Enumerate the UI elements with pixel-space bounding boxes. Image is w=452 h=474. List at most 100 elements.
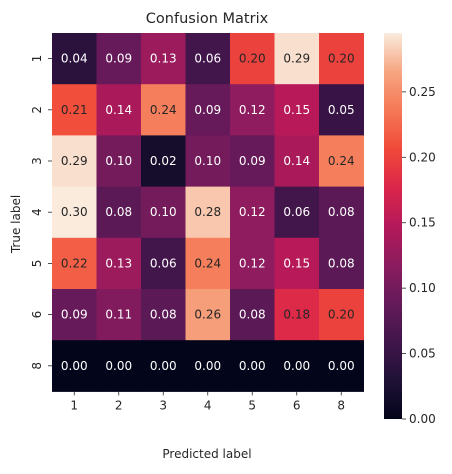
heatmap-cell bbox=[96, 186, 142, 239]
heatmap-cell bbox=[185, 33, 231, 85]
heatmap-cell bbox=[230, 84, 275, 136]
heatmap-cell bbox=[230, 237, 275, 290]
heatmap-cell bbox=[230, 135, 275, 188]
heatmap-cell bbox=[52, 135, 97, 188]
colorbar-tick-label: 0.10 bbox=[409, 281, 436, 295]
heatmap-cell bbox=[52, 237, 97, 290]
cell-value-label: 0.18 bbox=[283, 308, 310, 322]
heatmap-cell bbox=[185, 186, 231, 239]
heatmap-cell bbox=[141, 340, 186, 392]
y-tick-label: 4 bbox=[30, 208, 44, 216]
cell-value-label: 0.08 bbox=[150, 308, 177, 322]
heatmap-cell bbox=[319, 237, 364, 290]
heatmap-cell bbox=[319, 84, 364, 136]
cell-value-label: 0.06 bbox=[283, 205, 310, 219]
cell-value-label: 0.05 bbox=[328, 103, 355, 117]
cell-value-label: 0.09 bbox=[239, 154, 266, 168]
heatmap-cell bbox=[319, 186, 364, 239]
cell-value-label: 0.06 bbox=[194, 52, 221, 66]
cell-value-label: 0.26 bbox=[194, 308, 221, 322]
cell-value-label: 0.14 bbox=[105, 103, 132, 117]
x-tick-label: 8 bbox=[337, 398, 345, 412]
cell-value-label: 0.10 bbox=[194, 154, 221, 168]
colorbar-tick-label: 0.25 bbox=[409, 85, 436, 99]
y-axis-ticks: 1 2 3 4 5 6 8 bbox=[30, 55, 52, 370]
heatmap-cell bbox=[274, 289, 320, 341]
cell-value-label: 0.21 bbox=[61, 103, 88, 117]
heatmap-cells: 0.04 0.09 0.13 0.06 0.20 0.29 0.20 0.21 0.14 0.24… bbox=[52, 33, 364, 392]
cell-value-label: 0.04 bbox=[61, 52, 88, 66]
cell-value-label: 0.00 bbox=[105, 359, 132, 373]
cell-value-label: 0.02 bbox=[150, 154, 177, 168]
cell-value-label: 0.08 bbox=[105, 205, 132, 219]
cell-value-label: 0.09 bbox=[61, 308, 88, 322]
heatmap-cell bbox=[141, 237, 186, 290]
colorbar-ticks: 0.00 0.05 0.10 0.15 0.20 0.25 bbox=[402, 85, 436, 426]
heatmap-cell bbox=[96, 237, 142, 290]
cell-value-label: 0.20 bbox=[239, 52, 266, 66]
heatmap-cell bbox=[141, 135, 186, 188]
y-axis-label: True label bbox=[9, 195, 23, 254]
y-tick-label: 8 bbox=[30, 362, 44, 370]
cell-value-label: 0.29 bbox=[61, 154, 88, 168]
heatmap-cell bbox=[185, 135, 231, 188]
x-tick-label: 6 bbox=[293, 398, 301, 412]
cell-value-label: 0.10 bbox=[105, 154, 132, 168]
heatmap-cell bbox=[185, 84, 231, 136]
heatmap-cell bbox=[96, 340, 142, 392]
heatmap-cell bbox=[141, 33, 186, 85]
cell-value-label: 0.00 bbox=[61, 359, 88, 373]
cell-value-label: 0.30 bbox=[61, 205, 88, 219]
heatmap-cell bbox=[52, 340, 97, 392]
heatmap-cell bbox=[274, 186, 320, 239]
cell-value-label: 0.15 bbox=[283, 256, 310, 270]
cell-value-label: 0.29 bbox=[283, 52, 310, 66]
heatmap-cell bbox=[274, 340, 320, 392]
cell-value-label: 0.08 bbox=[328, 256, 355, 270]
colorbar-tick-label: 0.15 bbox=[409, 216, 436, 230]
y-tick-label: 6 bbox=[30, 311, 44, 319]
cell-value-label: 0.09 bbox=[105, 52, 132, 66]
x-tick-label: 4 bbox=[204, 398, 212, 412]
heatmap-cell bbox=[319, 135, 364, 188]
heatmap-cell bbox=[96, 289, 142, 341]
x-tick-label: 3 bbox=[159, 398, 167, 412]
colorbar-tick-label: 0.20 bbox=[409, 150, 436, 164]
heatmap-cell bbox=[230, 340, 275, 392]
cell-value-label: 0.00 bbox=[328, 359, 355, 373]
cell-value-label: 0.10 bbox=[150, 205, 177, 219]
colorbar-tick-label: 0.00 bbox=[409, 412, 436, 426]
y-tick-label: 5 bbox=[30, 260, 44, 268]
x-axis-label: Predicted label bbox=[162, 447, 251, 461]
heatmap-cell bbox=[230, 186, 275, 239]
colorbar-gradient bbox=[384, 33, 402, 419]
heatmap-cell bbox=[319, 289, 364, 341]
cell-value-label: 0.11 bbox=[105, 308, 132, 322]
heatmap-cell bbox=[274, 33, 320, 85]
heatmap-cell bbox=[52, 33, 97, 85]
cell-value-label: 0.00 bbox=[150, 359, 177, 373]
heatmap-cell bbox=[274, 84, 320, 136]
x-axis-ticks: 1 2 3 4 5 6 8 bbox=[70, 391, 345, 412]
heatmap-cell bbox=[52, 84, 97, 136]
cell-value-label: 0.28 bbox=[194, 205, 221, 219]
cell-value-label: 0.12 bbox=[239, 256, 266, 270]
cell-value-label: 0.14 bbox=[283, 154, 310, 168]
heatmap-cell bbox=[96, 33, 142, 85]
cell-value-label: 0.22 bbox=[61, 256, 88, 270]
heatmap-cell bbox=[230, 289, 275, 341]
heatmap-cell bbox=[52, 186, 97, 239]
y-tick-label: 2 bbox=[30, 106, 44, 114]
heatmap-cell bbox=[274, 237, 320, 290]
cell-value-label: 0.12 bbox=[239, 205, 266, 219]
heatmap-cell bbox=[141, 186, 186, 239]
x-tick-label: 5 bbox=[248, 398, 256, 412]
cell-value-label: 0.12 bbox=[239, 103, 266, 117]
cell-value-label: 0.24 bbox=[150, 103, 177, 117]
colorbar-tick-label: 0.05 bbox=[409, 347, 436, 361]
heatmap-cell bbox=[185, 289, 231, 341]
heatmap-cell bbox=[185, 340, 231, 392]
cell-value-label: 0.09 bbox=[194, 103, 221, 117]
heatmap-cell bbox=[319, 33, 364, 85]
